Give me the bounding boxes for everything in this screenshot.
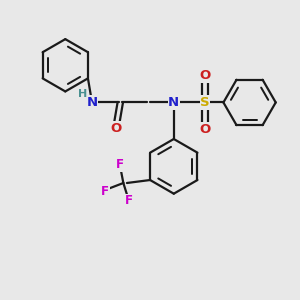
Text: S: S <box>200 96 210 109</box>
Text: O: O <box>200 69 211 82</box>
Text: F: F <box>116 158 124 171</box>
Text: O: O <box>110 122 122 135</box>
Text: N: N <box>168 96 179 109</box>
Text: N: N <box>86 96 98 109</box>
Text: H: H <box>78 89 87 99</box>
Text: F: F <box>101 185 109 198</box>
Text: O: O <box>200 123 211 136</box>
Text: F: F <box>125 194 133 207</box>
